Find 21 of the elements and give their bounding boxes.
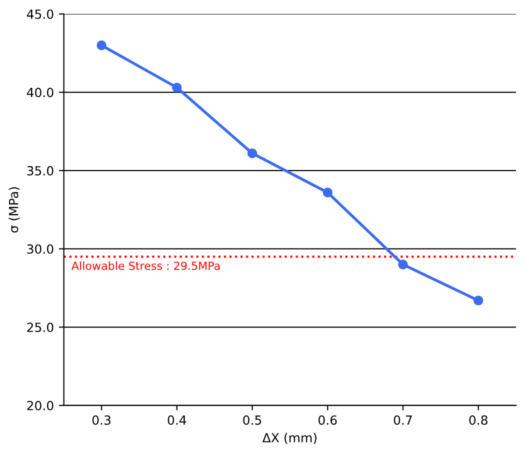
y-tick-label: 20.0 xyxy=(27,400,54,410)
point xyxy=(247,148,258,158)
point xyxy=(473,296,484,306)
y-tick-label: 40.0 xyxy=(26,88,54,98)
y-tick-label: 45.0 xyxy=(26,9,54,19)
ref-line-label: Allowable Stress : 29.5MPa xyxy=(71,261,220,270)
x-tick-label: 0.3 xyxy=(92,415,110,425)
point xyxy=(322,188,332,198)
y-axis-title: σ (MPa) xyxy=(8,187,20,233)
x-axis-title: ΔX (mm) xyxy=(262,432,316,444)
point xyxy=(398,260,408,270)
x-tick-label: 0.7 xyxy=(394,415,412,425)
point xyxy=(96,40,106,50)
x-tick-label: 0.8 xyxy=(469,415,488,425)
y-tick-label: 30.0 xyxy=(27,244,54,254)
point xyxy=(172,82,182,92)
y-tick-label: 35.0 xyxy=(27,166,54,176)
x-tick-label: 0.4 xyxy=(168,415,186,425)
x-tick-label: 0.6 xyxy=(318,415,337,425)
x-tick-label: 0.5 xyxy=(243,415,262,425)
y-tick-label: 25.0 xyxy=(27,322,54,332)
